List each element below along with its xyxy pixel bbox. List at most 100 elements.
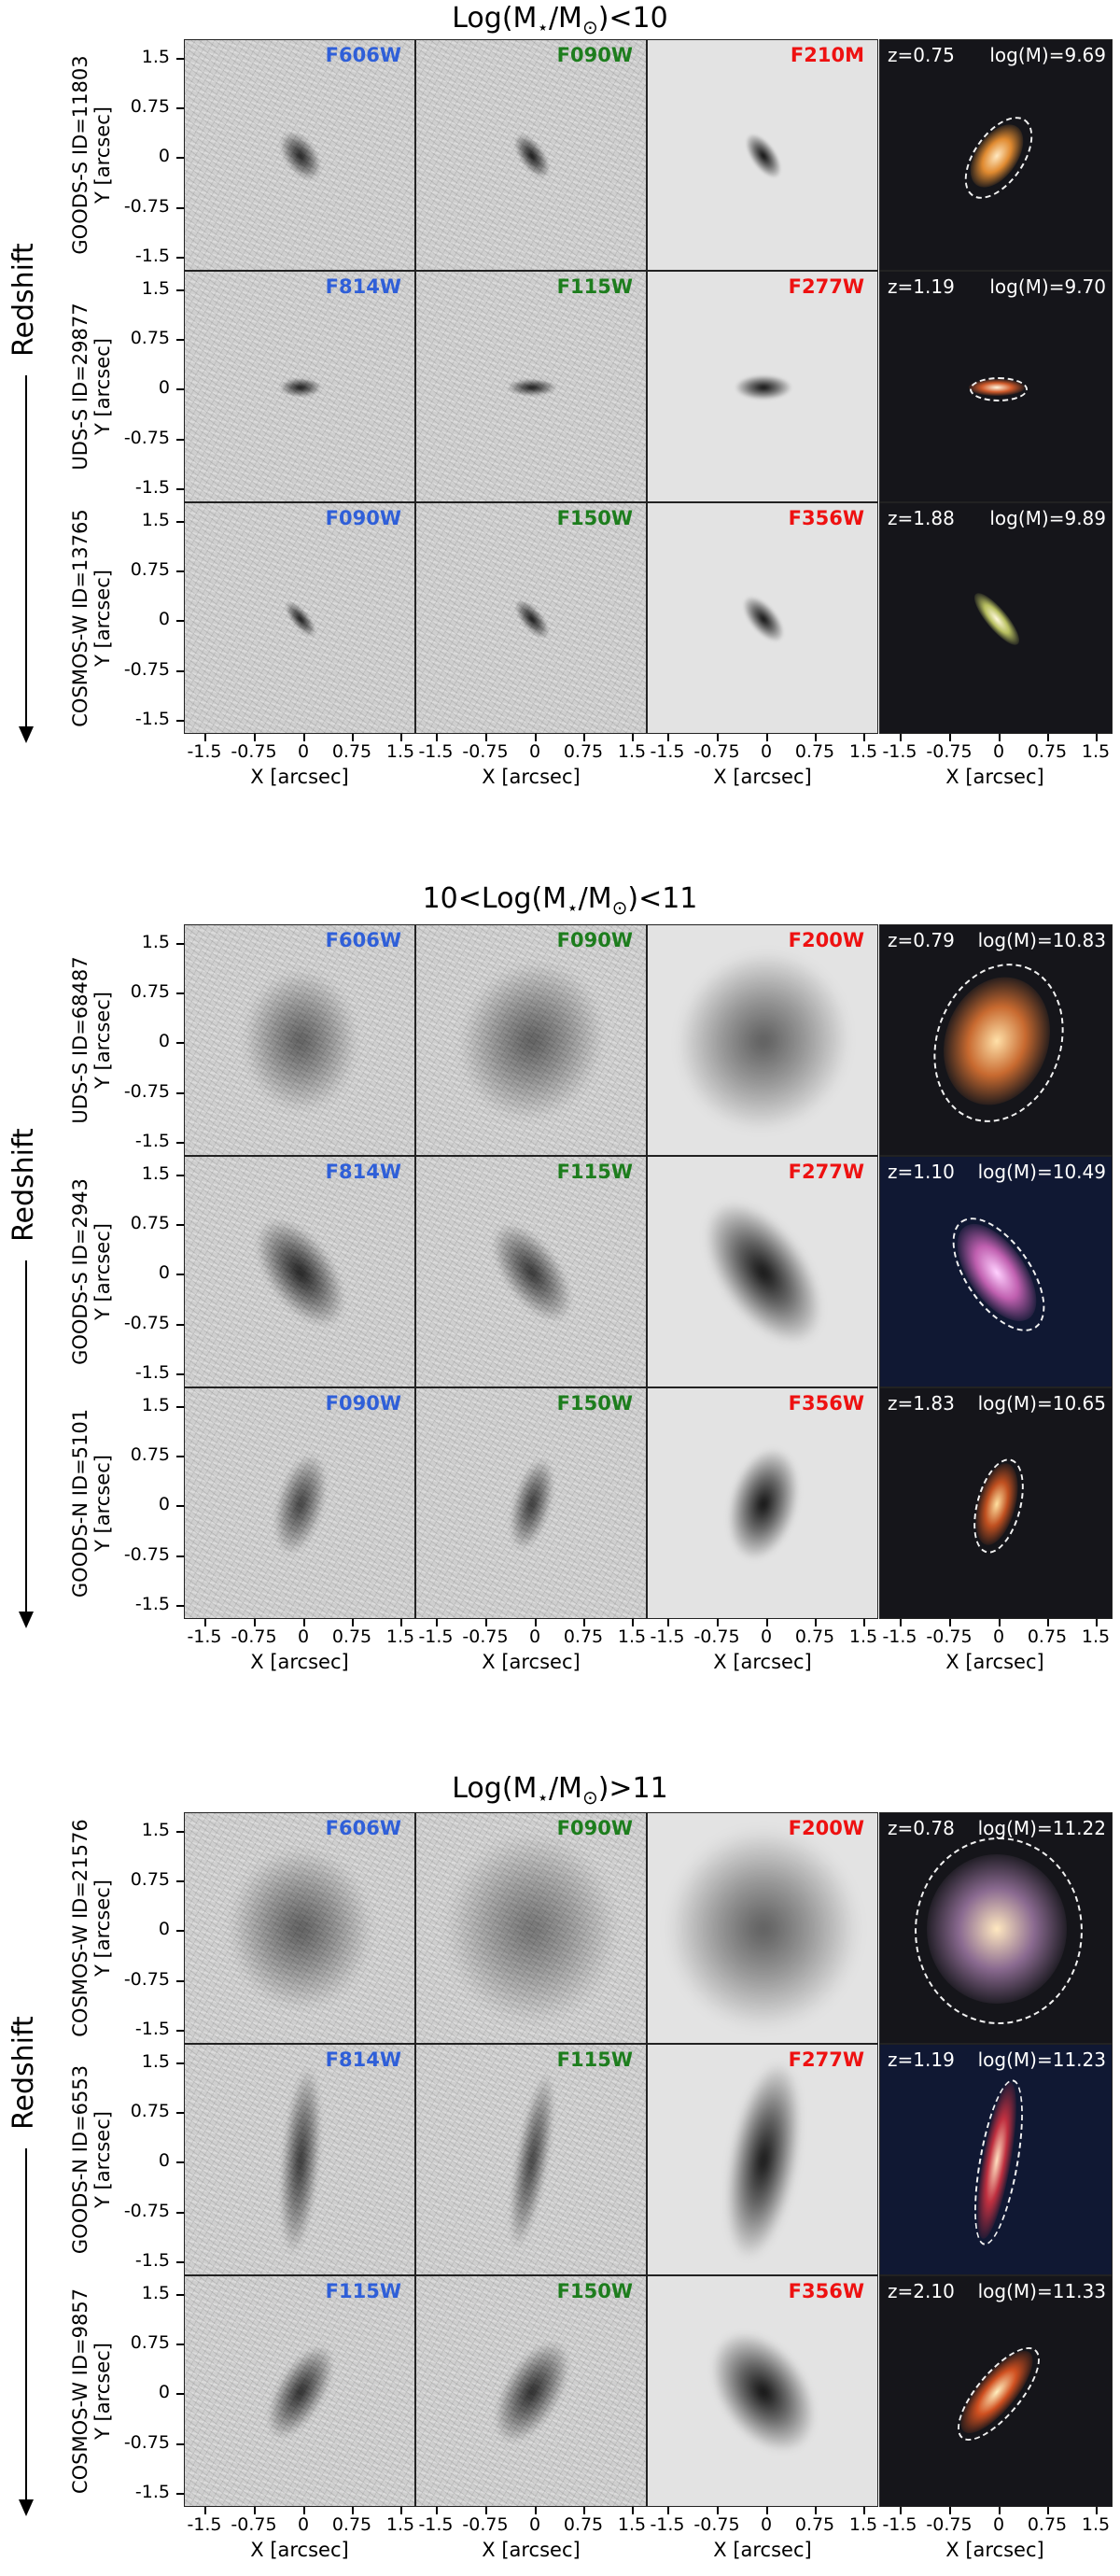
filter-label: F150W <box>556 1392 633 1415</box>
filter-label: F356W <box>788 507 864 529</box>
x-tick-label: 0.75 <box>794 1626 835 1647</box>
y-tick-mark <box>176 570 184 572</box>
galaxy-id: ID=5101 <box>69 1408 91 1497</box>
x-tick-mark <box>863 2507 865 2514</box>
x-tick-label: 0 <box>992 741 1005 762</box>
x-tick-mark <box>717 2507 719 2514</box>
galaxy-image <box>714 2058 813 2263</box>
y-tick-label: 0.75 <box>130 328 170 348</box>
redshift-label: Redshift <box>7 1128 40 1242</box>
y-tick-label: -1.5 <box>134 2250 170 2271</box>
x-tick-mark <box>400 1619 402 1626</box>
y-tick-mark <box>176 620 184 622</box>
x-axis-label: X [arcsec] <box>945 1651 1044 1673</box>
filter-label: F150W <box>556 507 633 529</box>
x-tick-label: -0.75 <box>926 741 973 762</box>
stellar-mass-value: log(M)=9.70 <box>989 275 1106 298</box>
redshift-value: z=0.79 <box>888 929 955 951</box>
block-title-suffix: )<10 <box>597 2 668 35</box>
x-axis-label: X [arcsec] <box>945 766 1044 788</box>
y-tick-label: 1.5 <box>141 510 170 530</box>
galaxy-image <box>735 375 791 400</box>
x-tick-label: 0.75 <box>1027 1626 1068 1647</box>
cutout-panel-f606w: F606W <box>184 39 415 271</box>
y-tick-mark <box>176 257 184 259</box>
cutout-panel-f210m: F210M <box>647 39 878 271</box>
y-tick-mark <box>176 521 184 523</box>
x-tick-label: -0.75 <box>231 741 277 762</box>
stellar-mass-value: log(M)=10.65 <box>977 1392 1106 1415</box>
y-tick-label: -1.5 <box>134 2482 170 2502</box>
aperture-ellipse <box>964 2076 1033 2249</box>
x-axis-label: X [arcsec] <box>250 766 349 788</box>
filter-label: F090W <box>325 507 401 529</box>
rgb-composite-panel: z=0.75 log(M)=9.69 <box>879 39 1113 271</box>
x-tick-label: -0.75 <box>462 741 509 762</box>
x-tick-mark <box>815 2507 817 2514</box>
x-tick-mark <box>766 2507 768 2514</box>
aperture-ellipse <box>944 2335 1054 2453</box>
block-title-star: ⋆ <box>567 896 579 919</box>
y-tick-label: 1.5 <box>141 1820 170 1840</box>
y-tick-label: 0.75 <box>130 2101 170 2121</box>
aperture-ellipse <box>951 105 1046 211</box>
x-tick-mark <box>999 1619 1001 1626</box>
x-tick-mark <box>667 734 669 741</box>
y-tick-mark <box>176 207 184 209</box>
x-axis-label: X [arcsec] <box>250 1651 349 1673</box>
filter-label: F606W <box>325 1817 401 1839</box>
spacer <box>69 155 91 162</box>
x-tick-mark <box>1096 2507 1098 2514</box>
filter-label: F606W <box>325 44 401 66</box>
x-tick-mark <box>1096 1619 1098 1626</box>
cutout-panel-f115w: F115W <box>415 1156 647 1387</box>
x-tick-label: 1.5 <box>848 2514 878 2535</box>
field-name: GOODS-N <box>69 2158 91 2255</box>
spacer <box>69 1496 91 1502</box>
cutout-panel-f090w: F090W <box>415 39 647 271</box>
cutout-panel-f814w: F814W <box>184 271 415 502</box>
spacer <box>69 609 91 615</box>
x-axis-label: X [arcsec] <box>482 766 581 788</box>
x-tick-mark <box>204 734 206 741</box>
x-tick-mark <box>1047 1619 1049 1626</box>
y-tick-mark <box>176 439 184 441</box>
galaxy-id: ID=21576 <box>69 1819 91 1920</box>
x-tick-mark <box>535 1619 537 1626</box>
y-tick-mark <box>176 1406 184 1408</box>
rgb-composite-panel: z=1.88 log(M)=9.89 <box>879 502 1113 734</box>
galaxy-image <box>231 1850 371 2008</box>
x-tick-mark <box>999 734 1001 741</box>
x-tick-label: 1.5 <box>1081 1626 1111 1647</box>
x-tick-mark <box>949 2507 951 2514</box>
filter-label: F200W <box>788 929 864 951</box>
filter-label: F115W <box>556 2048 633 2071</box>
y-tick-mark <box>176 2344 184 2345</box>
field-name: COSMOS-W <box>69 1924 91 2037</box>
x-tick-label: -0.75 <box>926 1626 973 1647</box>
redshift-value: z=1.10 <box>888 1161 955 1183</box>
stellar-mass-value: log(M)=11.33 <box>977 2280 1106 2302</box>
block-title: 10<Log(M⋆/M⊙)<11 <box>0 882 1120 919</box>
y-tick-mark <box>176 2493 184 2495</box>
cutout-panel-f200w: F200W <box>647 1812 878 2044</box>
x-tick-mark <box>900 2507 902 2514</box>
x-axis-label: X [arcsec] <box>713 1651 812 1673</box>
y-tick-mark <box>176 339 184 341</box>
row-label: COSMOS-W ID=21576 Y [arcsec] <box>69 1812 114 2044</box>
x-tick-mark <box>583 734 585 741</box>
x-tick-mark <box>863 734 865 741</box>
y-tick-label: 0.75 <box>130 981 170 1002</box>
filter-label: F090W <box>325 1392 401 1415</box>
redshift-value: z=1.19 <box>888 2048 955 2071</box>
y-tick-mark <box>176 1456 184 1457</box>
galaxy-id: ID=68487 <box>69 956 91 1057</box>
x-tick-mark <box>863 1619 865 1626</box>
x-tick-mark <box>535 734 537 741</box>
galaxy-image <box>717 1441 810 1568</box>
x-tick-mark <box>583 2507 585 2514</box>
x-tick-label: 0 <box>760 1626 773 1647</box>
y-tick-mark <box>176 1175 184 1176</box>
y-tick-label: 0.75 <box>130 1444 170 1465</box>
